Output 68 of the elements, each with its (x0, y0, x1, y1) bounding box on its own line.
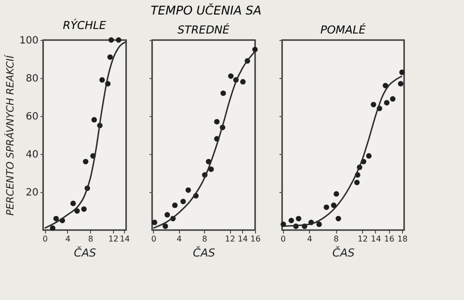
x-tick-label: 0 (280, 234, 286, 244)
chart-title: RÝCHLE (62, 18, 106, 32)
y-tick-label: 20 (26, 188, 38, 198)
point (214, 118, 220, 124)
text: TEMPO UČENIA SA (150, 2, 262, 18)
chart-title: POMALÉ (320, 22, 366, 36)
point (53, 216, 59, 222)
x-axis-title: ČAS (332, 246, 355, 260)
x-tick-label: 8 (202, 234, 208, 244)
x-tick-label: 14 (370, 234, 382, 244)
point (50, 225, 56, 231)
x-tick-label: 4 (65, 234, 70, 244)
point (336, 216, 342, 222)
x-tick-label: 12 (358, 234, 368, 244)
point (384, 100, 390, 106)
x-tick-label: 8 (334, 234, 339, 244)
point (398, 80, 404, 86)
x-tick-label: 0 (42, 234, 48, 244)
point (334, 191, 340, 197)
chart-title: STREDNÉ (178, 22, 230, 36)
x-tick-label: 14 (120, 234, 130, 244)
point (296, 216, 302, 222)
point (399, 70, 405, 76)
x-tick-label: 12 (224, 234, 236, 244)
x-tick-label: 4 (176, 234, 182, 244)
point (99, 77, 105, 83)
point (91, 117, 97, 123)
point (324, 204, 330, 210)
point (82, 158, 88, 164)
y-tick-label: 40 (26, 150, 38, 160)
point (208, 166, 214, 172)
y-tick-label: 100 (19, 36, 38, 46)
y-axis-title: PERCENTO SPRÁVNYCH REAKCIÍ (3, 54, 16, 216)
x-tick-label: 14 (238, 234, 248, 244)
x-tick-label: 0 (151, 234, 156, 244)
point (180, 198, 186, 204)
y-tick-label: 80 (26, 74, 38, 84)
point (370, 102, 376, 108)
point (108, 37, 114, 43)
point (330, 202, 336, 208)
point (288, 218, 294, 224)
point (152, 220, 158, 226)
x-tick-label: 12 (108, 234, 119, 244)
point (164, 212, 170, 218)
point (172, 202, 178, 208)
point (240, 79, 246, 85)
point (220, 90, 226, 96)
x-tick-label: 4 (307, 234, 312, 244)
point (390, 96, 396, 102)
x-tick-label: 8 (88, 234, 94, 244)
point (162, 223, 168, 229)
x-axis-title: ČAS (74, 246, 96, 260)
point (186, 187, 191, 193)
point (366, 153, 372, 159)
x-axis-title: ČAS (192, 246, 216, 260)
point (316, 222, 322, 228)
point (70, 200, 76, 206)
y-tick-label: 60 (26, 112, 38, 122)
point (107, 54, 113, 60)
point (81, 206, 87, 212)
x-tick-label: 16 (384, 234, 394, 244)
x-tick-label: 18 (397, 234, 408, 244)
point (354, 180, 360, 186)
x-tick-label: 16 (250, 234, 261, 244)
point (228, 73, 234, 79)
line-series (44, 41, 127, 229)
point (116, 37, 122, 43)
point (382, 82, 388, 88)
